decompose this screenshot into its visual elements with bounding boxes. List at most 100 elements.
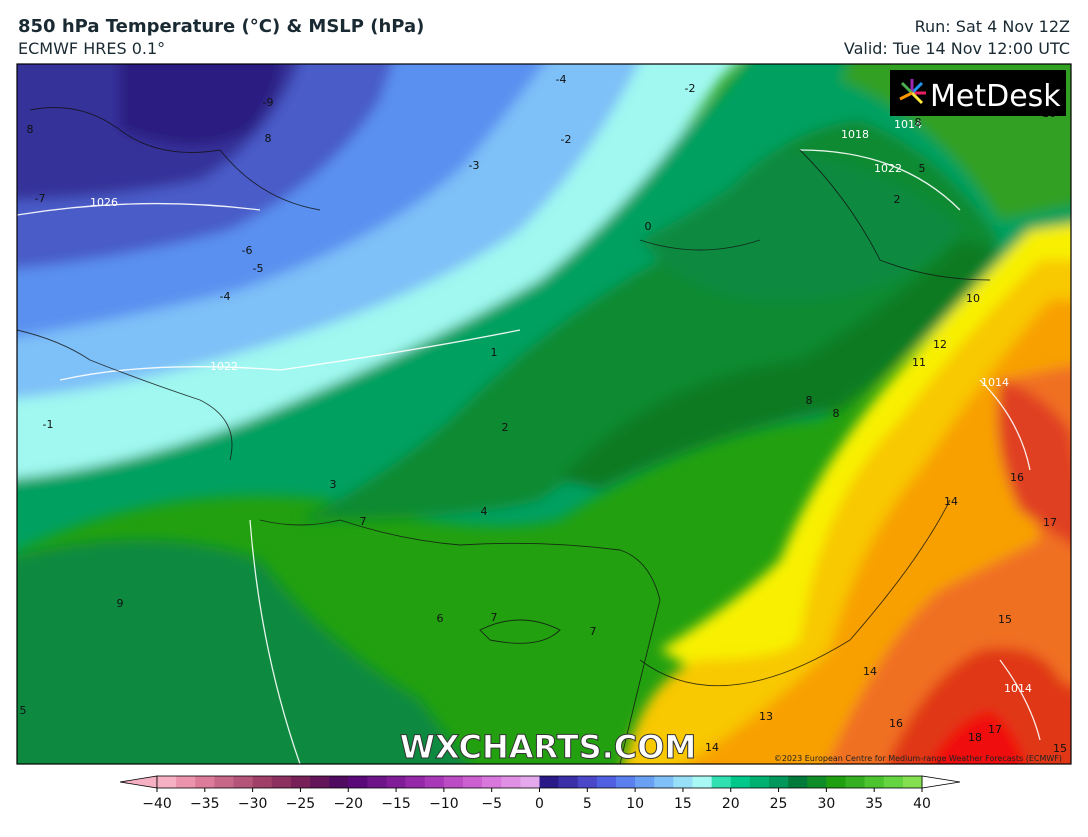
colorbar-cell xyxy=(826,776,846,788)
colorbar-tick-label: 10 xyxy=(626,796,644,812)
colorbar-tick-label: −25 xyxy=(286,796,316,812)
contour-label: -1 xyxy=(43,418,54,431)
colorbar-cell xyxy=(520,776,540,788)
contour-label: 6 xyxy=(437,612,444,625)
contour-label: 7 xyxy=(491,611,498,624)
contour-label: 14 xyxy=(705,741,719,754)
colorbar-tick-label: −10 xyxy=(429,796,459,812)
contour-label: 12 xyxy=(933,338,947,351)
colorbar-cell xyxy=(329,776,349,788)
contour-label: -5 xyxy=(253,262,264,275)
copyright: ©2023 European Centre for Medium-range W… xyxy=(774,754,1062,763)
contour-label: -2 xyxy=(561,133,572,146)
colorbar-cell xyxy=(883,776,904,788)
contour-label: -9 xyxy=(263,96,274,109)
colorbar-cell xyxy=(577,776,598,788)
contour-label: 1 xyxy=(491,346,498,359)
contour-label: 11 xyxy=(912,356,926,369)
colorbar-cell xyxy=(558,776,579,788)
contour-label: -6 xyxy=(242,244,253,257)
contour-label: 8 xyxy=(833,407,840,420)
contour-label: 8 xyxy=(265,132,272,145)
contour-label: 17 xyxy=(1043,516,1057,529)
contour-label: 2 xyxy=(502,421,509,434)
colorbar-cell xyxy=(482,776,502,788)
contour-label: 5 xyxy=(20,704,27,717)
colorbar-tick-label: 15 xyxy=(674,796,692,812)
contour-label: 1014 xyxy=(894,118,922,131)
colorbar-cell xyxy=(692,776,712,788)
contour-label: 1022 xyxy=(210,360,238,373)
logo: MetDesk xyxy=(930,79,1061,114)
contour-label: -2 xyxy=(685,82,696,95)
title: 850 hPa Temperature (°C) & MSLP (hPa) xyxy=(18,16,424,37)
contour-label: 1018 xyxy=(841,128,869,141)
contour-label: -3 xyxy=(469,159,480,172)
colorbar-cell xyxy=(635,776,655,788)
map-frame xyxy=(16,63,1072,765)
colorbar-cell xyxy=(788,776,808,788)
contour-label: 5 xyxy=(919,162,926,175)
colorbar-cell xyxy=(290,776,311,788)
colorbar-cell xyxy=(348,776,368,788)
colorbar-tick-label: −35 xyxy=(190,796,220,812)
contour-label: -4 xyxy=(556,73,567,86)
colorbar-cell xyxy=(195,776,215,788)
colorbar-cell xyxy=(157,776,177,788)
colorbar-over xyxy=(921,775,961,789)
contour-label: 8 xyxy=(915,116,922,129)
contour-label: 1014 xyxy=(1004,682,1032,695)
colorbar-cell xyxy=(730,776,751,788)
contour-label: 0 xyxy=(645,220,652,233)
colorbar-cell xyxy=(654,776,674,788)
colorbar-tick-label: 0 xyxy=(535,796,544,812)
contour-label: 4 xyxy=(481,505,488,518)
contour-label: 8 xyxy=(27,123,34,136)
colorbar-tick-label: 5 xyxy=(583,796,592,812)
colorbar-cell xyxy=(214,776,234,788)
colorbar-cell xyxy=(463,776,483,788)
contour-label: 1026 xyxy=(90,196,118,209)
colorbar-cell xyxy=(501,776,521,788)
colorbar-cell xyxy=(902,776,923,788)
run: Run: Sat 4 Nov 12Z xyxy=(915,17,1070,36)
colorbar-cell xyxy=(386,776,406,788)
colorbar-cell xyxy=(749,776,770,788)
colorbar-cell xyxy=(252,776,273,788)
colorbar-tick-label: 35 xyxy=(865,796,883,812)
colorbar-cell xyxy=(367,776,387,788)
colorbar-cell xyxy=(443,776,464,788)
contour-label: 14 xyxy=(863,665,877,678)
colorbar-cell xyxy=(539,776,559,788)
colorbar-cell xyxy=(233,776,253,788)
colorbar-tick-label: −20 xyxy=(333,796,363,812)
contour-label: 9 xyxy=(117,597,124,610)
colorbar-cell xyxy=(616,776,636,788)
colorbar-tick-label: 20 xyxy=(722,796,740,812)
colorbar-cell xyxy=(596,776,617,788)
contour-label: 16 xyxy=(889,717,903,730)
contour-label: 15 xyxy=(1053,742,1067,755)
contour-label: 2 xyxy=(894,193,901,206)
subtitle: ECMWF HRES 0.1° xyxy=(18,39,165,58)
contour-label: -7 xyxy=(35,192,46,205)
contour-label: 3 xyxy=(330,478,337,491)
colorbar-cell xyxy=(807,776,827,788)
colorbar-cell xyxy=(711,776,732,788)
valid: Valid: Tue 14 Nov 12:00 UTC xyxy=(844,39,1070,58)
colorbar-tick-label: −40 xyxy=(142,796,172,812)
colorbar-cell xyxy=(310,776,330,788)
contour-label: 7 xyxy=(590,625,597,638)
colorbar: −40 −35 −30 −25 −20 −15 −10 −5 0 5 10 15 20 25 30 35 40 xyxy=(119,775,961,812)
contour-label: 1022 xyxy=(874,162,902,175)
contour-label: 14 xyxy=(944,495,958,508)
contour-label: 7 xyxy=(360,515,367,528)
colorbar-cell xyxy=(405,776,426,788)
colorbar-tick-label: 25 xyxy=(770,796,788,812)
watermark: WXCHARTS.COM xyxy=(400,728,697,766)
contour-label: 15 xyxy=(998,613,1012,626)
colorbar-cell xyxy=(424,776,445,788)
colorbar-cell xyxy=(271,776,292,788)
contour-label: 13 xyxy=(759,710,773,723)
